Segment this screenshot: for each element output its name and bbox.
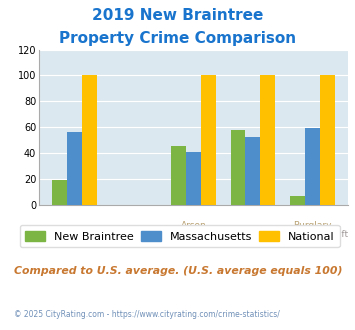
Bar [320, 75, 334, 205]
Bar [186, 151, 201, 205]
Bar [67, 132, 82, 205]
Text: 2019 New Braintree: 2019 New Braintree [92, 8, 263, 23]
Text: All Property Crime: All Property Crime [33, 230, 116, 240]
Text: Property Crime Comparison: Property Crime Comparison [59, 31, 296, 46]
Bar [305, 128, 320, 205]
Text: Larceny & Theft: Larceny & Theft [276, 230, 348, 240]
Bar [260, 75, 275, 205]
Bar [290, 196, 305, 205]
Legend: New Braintree, Massachusetts, National: New Braintree, Massachusetts, National [20, 225, 340, 247]
Bar [82, 75, 97, 205]
Text: Arson: Arson [181, 221, 206, 230]
Bar [53, 180, 67, 205]
Text: Burglary: Burglary [293, 221, 332, 230]
Bar [201, 75, 216, 205]
Text: Motor Vehicle Theft: Motor Vehicle Theft [149, 230, 237, 240]
Bar [245, 137, 260, 205]
Bar [171, 147, 186, 205]
Text: Compared to U.S. average. (U.S. average equals 100): Compared to U.S. average. (U.S. average … [14, 266, 343, 276]
Text: © 2025 CityRating.com - https://www.cityrating.com/crime-statistics/: © 2025 CityRating.com - https://www.city… [14, 310, 280, 319]
Bar [231, 130, 245, 205]
